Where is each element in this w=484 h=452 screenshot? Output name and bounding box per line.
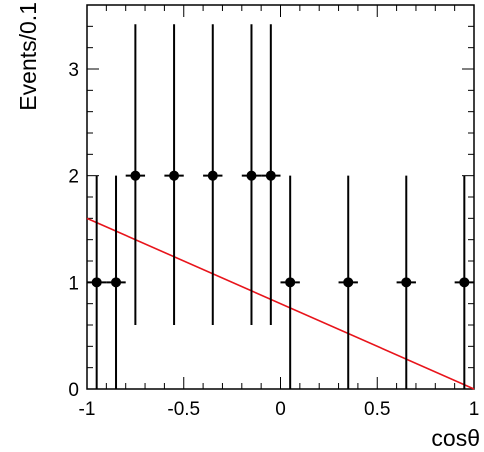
x-axis-label: cosθ (431, 425, 480, 451)
y-axis-label: Events/0.1 (15, 2, 41, 111)
data-point (459, 277, 470, 288)
plot-area: -1 -0.5 0 0.5 1 0 1 2 3 (68, 4, 480, 420)
data-point (207, 170, 218, 181)
x-tick-label: 0 (275, 399, 286, 420)
data-point (343, 277, 354, 288)
x-tick-label: 0.5 (364, 399, 390, 420)
fit-line (86, 217, 475, 390)
data-point (401, 277, 412, 288)
data-point (265, 170, 276, 181)
data-point (111, 277, 122, 288)
x-tick-label: -0.5 (167, 399, 200, 420)
data-point (169, 170, 180, 181)
y-tick-label: 1 (68, 273, 79, 294)
data-point (246, 170, 257, 181)
y-tick-label: 0 (68, 380, 79, 401)
y-tick-label: 3 (68, 60, 79, 81)
y-tick-label: 2 (68, 167, 79, 188)
x-tick-label: -1 (79, 399, 96, 420)
x-tick-label: 1 (469, 399, 480, 420)
data-point (91, 277, 102, 288)
data-point (130, 170, 141, 181)
data-point (285, 277, 296, 288)
